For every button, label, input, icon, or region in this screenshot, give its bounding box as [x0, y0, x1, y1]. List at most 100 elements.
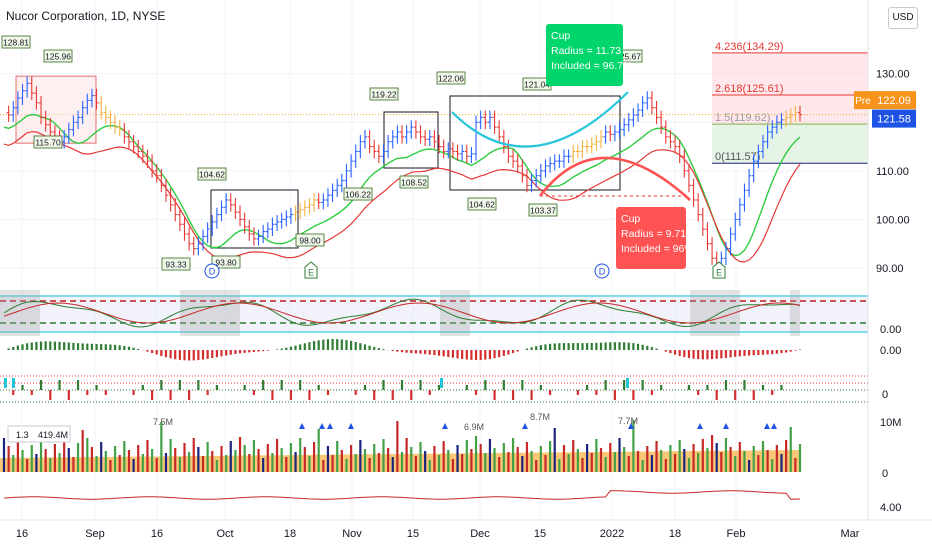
price-tick-label: 110.00: [876, 166, 909, 178]
event-marker-label: E: [308, 268, 314, 278]
time-tick-label: 16: [151, 528, 163, 540]
volume-spike-marker: [442, 423, 448, 429]
swing-label-box: [1, 35, 31, 49]
event-marker-dividend: [594, 263, 610, 279]
swing-label: 125.96: [45, 52, 71, 62]
cup-annotation-box: [546, 24, 623, 86]
cup-annotation-text: Radius = 11.73: [551, 45, 621, 57]
cup-annotation-text: Included = 96.7%: [551, 60, 632, 72]
pre-tag-label-box: [854, 91, 872, 110]
volume-label: 7.7M: [618, 416, 638, 426]
swing-label: 108.52: [401, 178, 427, 188]
cup-annotation-text: Included = 96%: [621, 243, 694, 255]
bottom-axis-label: 4.00: [880, 502, 901, 514]
last-price-box: [872, 109, 916, 128]
osc-shade: [440, 290, 470, 336]
osc-shade: [180, 290, 240, 336]
swing-label-box: [33, 135, 63, 149]
volume-spike-marker: [628, 423, 634, 429]
volume-spike-marker: [319, 423, 325, 429]
histogram-pane: [7, 339, 802, 361]
swing-label-box: [343, 187, 373, 201]
fib-level-label: 0(111.57): [715, 151, 760, 163]
volume-spike-marker: [723, 423, 729, 429]
cup-annotation-box: [616, 207, 686, 269]
volume-spike-marker: [299, 423, 305, 429]
volume-spike-marker: [522, 423, 528, 429]
event-marker-label: D: [599, 267, 606, 277]
volume-label: 6.9M: [464, 422, 484, 432]
fib-level-label: 4.236(134.29): [715, 41, 784, 53]
cup-annotation-text: Cup: [551, 30, 570, 42]
fast-ma-path: [3, 113, 801, 257]
annotation-boxes: Cup Radius = 11.73 Included = 96.7% Cup Radi…: [546, 24, 694, 269]
currency-button[interactable]: USD: [888, 7, 918, 29]
cup-arc-green: [451, 91, 629, 148]
swing-label: 115.70: [35, 138, 61, 148]
volume-spike-marker: [697, 423, 703, 429]
swing-label: 125.67: [615, 52, 641, 62]
volume-readout-ratio: 1.3: [16, 430, 29, 440]
swing-label-box: [467, 197, 497, 211]
osc-fast-line: [3, 298, 801, 328]
swing-label: 98.00: [299, 236, 321, 246]
hist-axis-label: 0.00: [880, 345, 901, 357]
volume-axis-bottom: 0: [882, 468, 888, 480]
time-tick-label: Mar: [841, 528, 860, 540]
swing-label: 106.22: [345, 190, 371, 200]
price-tick-label: 90.00: [876, 263, 904, 275]
fast-ma-line: [3, 113, 801, 257]
structure-box: [449, 95, 621, 191]
swing-label: 104.62: [199, 170, 225, 180]
structure-box: [383, 111, 439, 169]
grid: [0, 0, 868, 520]
signal-highlight: [12, 378, 15, 388]
swing-label-box: [369, 87, 399, 101]
swing-label: 93.80: [215, 258, 237, 268]
cup-annotation-text: Cup: [621, 213, 640, 225]
swing-label: 104.62: [469, 200, 495, 210]
candles: [6, 76, 802, 270]
price-tick-label: 100.00: [876, 214, 910, 226]
fib-level-label: 1.5(119.62): [715, 112, 770, 124]
volume-readout-total: 419.4M: [38, 430, 68, 440]
time-tick-label: 16: [16, 528, 28, 540]
cup-annotation-text: Radius = 9.71: [621, 228, 686, 240]
volume-axis-top: 10M: [880, 417, 901, 429]
event-marker-label: E: [716, 268, 722, 278]
time-axis[interactable]: 16 Sep 16 Oct 18 Nov 15 Dec 15 2022 18 Feb Mar: [0, 519, 932, 540]
volume-spike-marker: [327, 423, 333, 429]
price-axis[interactable]: 130.00120.00110.00100.0090.000.000.00010…: [854, 0, 916, 520]
time-tick-label: 15: [407, 528, 419, 540]
swing-label-box: [399, 175, 429, 189]
time-tick-label: 15: [534, 528, 546, 540]
volume-spike-marker: [764, 423, 770, 429]
cup-arcs: [451, 91, 691, 201]
osc-shade: [690, 290, 740, 336]
event-marker-dividend: [204, 263, 220, 279]
time-tick-label: Sep: [85, 528, 105, 540]
time-tick-label: 18: [669, 528, 681, 540]
signal-pane: [0, 375, 868, 403]
volume-label: 7.5M: [153, 417, 173, 427]
structure-box: [210, 189, 299, 249]
price-tick-label: 130.00: [876, 69, 910, 81]
fib-zones: 4.236(134.29) 2.618(125.61) 1.5(119.62) 0(1…: [0, 41, 868, 164]
swing-label-box: [436, 71, 466, 85]
pre-price-label: 122.09: [877, 95, 911, 107]
signal-highlight: [626, 378, 629, 388]
volume-spike-marker: [771, 423, 777, 429]
event-marker-earnings: [712, 261, 726, 279]
swing-label: 122.06: [438, 74, 464, 84]
time-tick-label: Feb: [727, 528, 746, 540]
swing-label: 128.81: [3, 38, 29, 48]
oscillator-band: [0, 296, 868, 332]
swing-label-box: [197, 167, 227, 181]
event-marker-earnings: [304, 261, 318, 279]
volume-spike-marker: [348, 423, 354, 429]
chart-title: Nucor Corporation, 1D, NYSE: [6, 9, 166, 23]
swing-label-box: [43, 49, 73, 63]
pre-tag-label: Pre: [855, 96, 871, 107]
